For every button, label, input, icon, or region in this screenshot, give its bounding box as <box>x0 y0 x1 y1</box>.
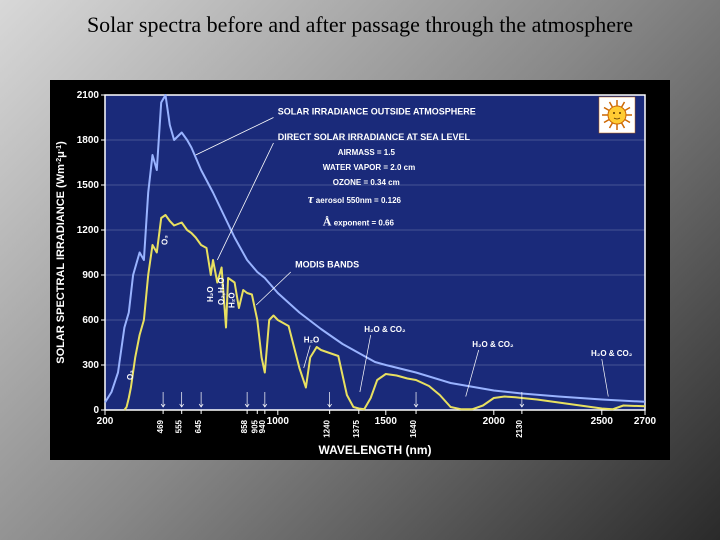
absorber-h2o-b: H₂O <box>228 292 237 308</box>
xtick-label: 2500 <box>591 416 614 427</box>
xtick-label: 2700 <box>634 416 657 427</box>
absorber-h2o-1100: H₂O <box>304 336 320 345</box>
xtick-minor-label: 555 <box>175 419 184 433</box>
xtick-minor-label: 2130 <box>515 419 524 437</box>
absorber-h2oco2-1: H₂O & CO₂ <box>364 325 406 334</box>
solar-spectrum-chart: 0 300 600 900 1200 1500 1800 2100 200 1000 1500 200… <box>50 80 670 460</box>
xtick-minor-label: 1375 <box>352 419 361 437</box>
ytick-label: 300 <box>82 360 99 371</box>
ytick-label: 1800 <box>77 135 100 146</box>
xtick-minor-label: 858 <box>240 419 249 433</box>
slide-root: Solar spectra before and after passage t… <box>0 0 720 540</box>
ytick-label: 2100 <box>77 90 100 101</box>
absorber-o3-high: O₃ <box>161 235 170 245</box>
modis-bands-label: MODIS BANDS <box>295 260 359 270</box>
chart-container: 0 300 600 900 1200 1500 1800 2100 200 1000 1500 200… <box>50 80 670 460</box>
legend-ozone: OZONE = 0.34 cm <box>333 178 400 187</box>
absorber-h2oco2-2: H₂O & CO₂ <box>472 340 514 349</box>
absorber-o3-low: O₃ <box>126 370 135 380</box>
sun-eye <box>613 112 615 114</box>
xtick-label: 1500 <box>375 416 398 427</box>
ytick-label: 1500 <box>77 180 100 191</box>
xtick-minor-label: 940 <box>258 419 267 433</box>
xtick-label: 200 <box>97 416 114 427</box>
ytick-label: 0 <box>93 405 99 416</box>
legend-airmass: AIRMASS = 1.5 <box>338 148 396 157</box>
xtick-label: 2000 <box>483 416 506 427</box>
ytick-label: 600 <box>82 315 99 326</box>
slide-title: Solar spectra before and after passage t… <box>0 12 720 38</box>
sun-eye <box>619 112 621 114</box>
absorber-o2h2o: O₂,H₂O <box>217 277 226 305</box>
legend-outside: SOLAR IRRADIANCE OUTSIDE ATMOSPHERE <box>278 107 476 117</box>
xtick-minor-label: 645 <box>194 419 203 433</box>
absorber-h2o-a: H₂O <box>206 286 215 302</box>
ytick-label: 900 <box>82 270 99 281</box>
legend-watervapor: WATER VAPOR = 2.0 cm <box>323 163 415 172</box>
ytick-label: 1200 <box>77 225 100 236</box>
xtick-minor-label: 1240 <box>323 419 332 437</box>
x-axis-label: WAVELENGTH (nm) <box>318 443 431 457</box>
xtick-minor-label: 1640 <box>409 419 418 437</box>
y-axis-label: SOLAR SPECTRAL IRRADIANCE (Wm-2μ-1) <box>55 141 67 364</box>
absorber-h2oco2-3: H₂O & CO₂ <box>591 349 633 358</box>
xtick-label: 1000 <box>267 416 290 427</box>
legend-sealevel: DIRECT SOLAR IRRADIANCE AT SEA LEVEL <box>278 132 471 142</box>
xtick-minor-label: 469 <box>156 419 165 433</box>
sun-icon <box>608 106 626 124</box>
